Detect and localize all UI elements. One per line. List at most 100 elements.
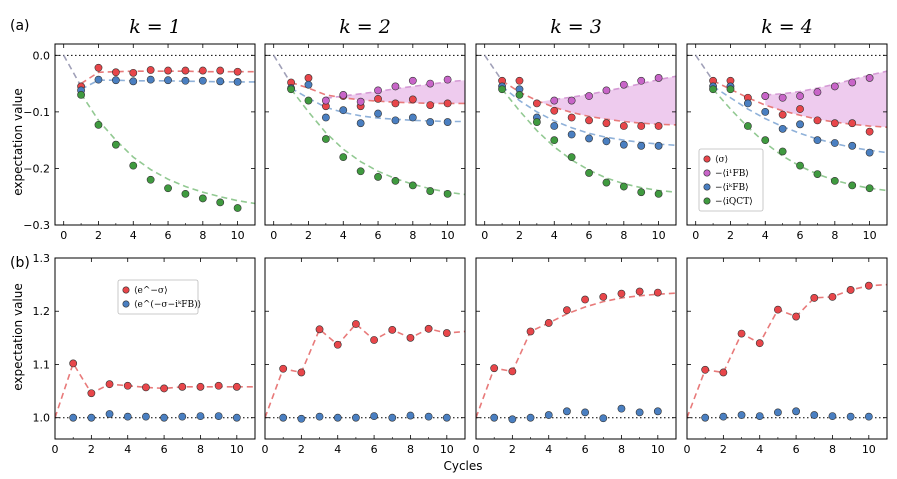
data-point-green: [146, 175, 155, 184]
y-tick-label: −0.3: [23, 219, 50, 232]
axes-frame: [686, 257, 888, 440]
data-point-blue: [391, 116, 400, 125]
axes-frame: [475, 43, 677, 226]
data-point-blue: [526, 413, 535, 422]
x-tick-label: 4: [334, 443, 341, 456]
data-point-red: [442, 329, 451, 337]
data-point-green: [813, 170, 822, 178]
data-point-red: [214, 381, 223, 390]
data-point-red: [87, 389, 96, 398]
x-tick-label: 4: [756, 443, 763, 456]
panel-title: k = 1: [129, 16, 181, 38]
y-tick-label: 1.3: [33, 252, 51, 265]
data-point-blue: [637, 141, 646, 150]
data-point-blue: [653, 407, 662, 416]
x-tick-label: 4: [340, 229, 347, 242]
panel-b4: 0 2 4 6 8 10: [684, 257, 888, 456]
legend-marker-red: [122, 286, 130, 294]
legend-label: −⟨iᵏFB⟩: [715, 183, 749, 193]
fit-line-dash_gray: [695, 54, 714, 82]
data-point-green: [550, 136, 559, 145]
data-point-red: [719, 368, 728, 377]
x-tick-label: 0: [270, 229, 277, 242]
legend-marker-blue: [703, 183, 711, 191]
data-point-green: [408, 181, 417, 190]
data-point-blue: [796, 120, 804, 129]
data-point-magenta: [865, 74, 874, 82]
x-tick-label: 0: [52, 443, 59, 456]
data-point-red: [701, 365, 710, 374]
data-point-blue: [339, 106, 348, 115]
data-point-green: [567, 153, 576, 162]
data-point-blue: [426, 118, 435, 126]
panel-b2: 0 2 4 6 8 10: [262, 257, 466, 456]
data-point-magenta: [848, 78, 857, 87]
data-point-blue: [181, 76, 190, 85]
data-point-blue: [315, 412, 324, 421]
data-point-green: [164, 184, 172, 193]
data-point-red: [654, 122, 663, 130]
fit-line-dash_red: [265, 322, 465, 418]
data-point-blue: [388, 413, 397, 422]
data-point-red: [567, 113, 576, 122]
data-point-blue: [619, 140, 628, 149]
data-point-blue: [864, 412, 873, 421]
data-point-red: [315, 325, 324, 334]
data-point-red: [755, 339, 764, 348]
data-point-blue: [352, 413, 360, 422]
data-point-blue: [490, 413, 499, 422]
data-point-green: [619, 182, 628, 191]
data-point-blue: [719, 412, 728, 421]
panel-title: k = 4: [761, 16, 813, 38]
data-point-red: [532, 99, 541, 108]
data-point-blue: [232, 413, 241, 422]
fit-line-dash_green: [290, 88, 465, 196]
x-tick-label: 8: [407, 443, 414, 456]
data-point-red: [544, 319, 553, 327]
data-point-red: [563, 306, 571, 315]
shaded-band: [536, 76, 676, 125]
plot-area: [265, 54, 465, 198]
fit-line-dash_red: [712, 80, 887, 128]
panel-title: k = 2: [339, 16, 391, 38]
data-point-blue: [761, 107, 770, 116]
data-point-green: [830, 176, 839, 185]
data-point-green: [129, 161, 138, 170]
panel-title: k = 3: [550, 16, 602, 38]
data-point-red: [164, 66, 172, 75]
x-tick-label: 6: [375, 229, 382, 242]
data-point-red: [391, 99, 400, 108]
data-point-blue: [774, 408, 782, 417]
x-tick-label: 0: [473, 443, 480, 456]
panel-a1: 0 2 4 6 8 10 0.0 −0.1 −0.2 −0.3 k = 1: [23, 16, 256, 242]
data-point-magenta: [426, 79, 435, 88]
data-point-red: [129, 68, 138, 77]
data-point-red: [279, 364, 288, 373]
panel-a2: 0 2 4 6 8 10 k = 2: [264, 16, 466, 242]
y-tick-label: 0.0: [33, 49, 51, 62]
fit-line-dash_red: [476, 292, 676, 418]
data-point-blue: [216, 77, 225, 86]
data-point-red: [848, 119, 857, 128]
data-point-red: [637, 122, 646, 130]
data-point-blue: [508, 415, 517, 424]
legend-marker-green: [703, 197, 711, 205]
data-point-red: [406, 333, 415, 342]
data-point-green: [356, 167, 365, 176]
x-tick-label: 10: [651, 443, 665, 456]
data-point-red: [864, 281, 873, 290]
plot-area: [476, 287, 676, 424]
data-point-green: [321, 135, 330, 143]
data-point-red: [653, 288, 662, 297]
x-tick-label: 2: [516, 229, 523, 242]
plot-area: [687, 54, 887, 193]
plot-area: [265, 320, 465, 423]
data-point-red: [232, 382, 241, 391]
fit-line-dash_green: [501, 88, 676, 193]
x-tick-label: 0: [481, 229, 488, 242]
plot-area: [687, 281, 887, 422]
data-point-magenta: [619, 80, 628, 89]
plot-area: [476, 54, 676, 198]
x-tick-label: 10: [441, 229, 455, 242]
